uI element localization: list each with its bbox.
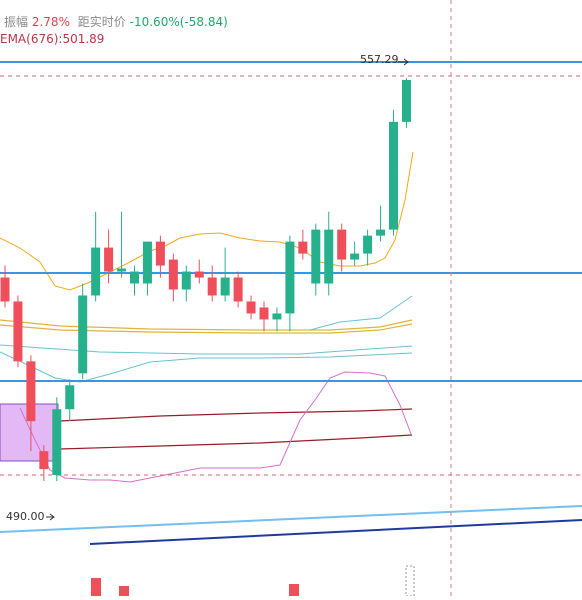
distance-value: -10.60%(-58.84) bbox=[129, 15, 228, 29]
candle-body bbox=[259, 307, 269, 320]
trendline-dark-blue bbox=[89, 519, 582, 545]
candle-body bbox=[78, 295, 88, 374]
candle-body bbox=[233, 277, 243, 302]
gold-ma-line-2 bbox=[0, 323, 413, 334]
candle-body bbox=[39, 451, 49, 470]
candle-body bbox=[52, 409, 62, 476]
candle-body bbox=[168, 259, 178, 290]
candle[interactable] bbox=[259, 301, 269, 332]
candle-body bbox=[130, 271, 139, 284]
magenta-indicator-line bbox=[19, 371, 412, 483]
candle[interactable] bbox=[246, 295, 256, 320]
candle[interactable] bbox=[52, 397, 62, 482]
teal-ma-line-2 bbox=[0, 351, 413, 383]
candle[interactable] bbox=[324, 211, 334, 296]
candle[interactable] bbox=[130, 265, 139, 296]
candle[interactable] bbox=[26, 355, 36, 452]
candle-body bbox=[13, 301, 23, 362]
orange-indicator-line bbox=[0, 151, 414, 291]
candle[interactable] bbox=[272, 307, 282, 332]
candle-body bbox=[389, 121, 398, 230]
candle[interactable] bbox=[104, 229, 114, 284]
candle-body bbox=[65, 385, 75, 410]
candle-body bbox=[376, 229, 386, 236]
candle[interactable] bbox=[78, 283, 88, 380]
candle-body bbox=[350, 253, 360, 260]
candle-body bbox=[246, 301, 256, 314]
candle-body bbox=[194, 271, 204, 278]
volume-bar bbox=[289, 584, 299, 596]
candle-body bbox=[220, 277, 230, 296]
candle[interactable] bbox=[181, 265, 191, 302]
low-price-arrowhead bbox=[49, 513, 55, 521]
candle-body bbox=[311, 229, 321, 284]
volume-bar bbox=[91, 578, 101, 596]
candle-body bbox=[117, 268, 127, 272]
candle[interactable] bbox=[350, 241, 360, 266]
candle-body bbox=[272, 313, 282, 320]
candle-body bbox=[181, 271, 191, 290]
candle-body bbox=[207, 277, 217, 296]
candle-body bbox=[401, 79, 411, 122]
candle[interactable] bbox=[363, 229, 373, 266]
candle-body bbox=[142, 241, 152, 284]
candle-body bbox=[104, 247, 114, 272]
candle[interactable] bbox=[155, 235, 165, 278]
high-price-label: 557.29 bbox=[360, 53, 399, 66]
candle[interactable] bbox=[401, 78, 411, 128]
candle[interactable] bbox=[207, 265, 217, 302]
candle[interactable] bbox=[337, 223, 347, 272]
darkred-line-2 bbox=[59, 434, 413, 450]
ema-value: EMA(676):501.89 bbox=[0, 32, 105, 46]
candle[interactable] bbox=[376, 205, 386, 242]
candle-body bbox=[155, 241, 165, 266]
teal-ma-line-1 bbox=[0, 344, 413, 355]
candle-body bbox=[285, 241, 295, 314]
candle[interactable] bbox=[194, 259, 204, 284]
candle-body bbox=[0, 277, 10, 302]
candle-body bbox=[324, 229, 334, 284]
candle-body bbox=[337, 229, 347, 260]
amplitude-row: 振幅 2.78% 距实时价 -10.60%(-58.84) bbox=[4, 13, 228, 30]
candle[interactable] bbox=[168, 253, 178, 302]
ema-row: EMA(676):501.89 bbox=[0, 32, 104, 46]
candle[interactable] bbox=[285, 235, 295, 332]
candle[interactable] bbox=[65, 379, 75, 422]
candle-body bbox=[298, 241, 308, 254]
candle-body bbox=[363, 235, 373, 254]
candle[interactable] bbox=[91, 211, 101, 302]
candle[interactable] bbox=[389, 109, 398, 236]
darkred-line-1 bbox=[59, 408, 413, 422]
candle-body bbox=[26, 361, 36, 422]
trendline-light-blue bbox=[0, 505, 582, 533]
candle[interactable] bbox=[117, 211, 127, 278]
low-price-label: 490.00 bbox=[6, 510, 45, 523]
candle[interactable] bbox=[311, 223, 321, 296]
candle[interactable] bbox=[13, 295, 23, 368]
gold-ma-line-1 bbox=[0, 319, 413, 331]
volume-bar-pending bbox=[405, 565, 415, 597]
candle[interactable] bbox=[0, 265, 10, 308]
candle[interactable] bbox=[298, 229, 308, 260]
candle[interactable] bbox=[220, 247, 230, 302]
candle[interactable] bbox=[233, 271, 243, 308]
high-price-arrowhead bbox=[403, 58, 409, 66]
candle[interactable] bbox=[142, 241, 152, 296]
candle[interactable] bbox=[39, 445, 49, 482]
distance-label: 距实时价 bbox=[77, 15, 126, 29]
teal-ma-line-3 bbox=[309, 295, 413, 331]
amplitude-label: 振幅 bbox=[4, 15, 29, 29]
volume-bar bbox=[119, 586, 129, 596]
amplitude-value: 2.78% bbox=[31, 15, 70, 29]
candle-body bbox=[91, 247, 101, 296]
